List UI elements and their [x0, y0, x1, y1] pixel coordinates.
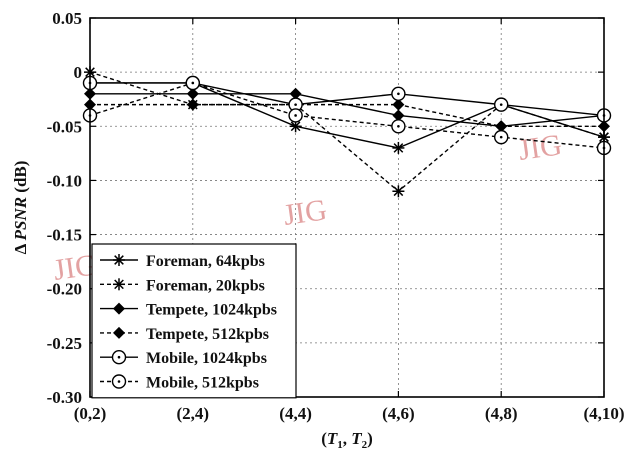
- x-tick-label: (2,4): [177, 404, 210, 423]
- legend-label: Mobile, 512kpbs: [146, 375, 259, 392]
- y-tick-labels: 0.05 0 -0.05 -0.10 -0.15 -0.20 -0.25 -0.30: [47, 9, 82, 407]
- plot-frame: [89, 17, 605, 398]
- x-axis-label: (T1, T2): [321, 429, 373, 451]
- series-line: [90, 93, 605, 127]
- legend-label: Tempete, 512kpbs: [146, 326, 269, 343]
- marker-stroke: [114, 255, 124, 265]
- x-tick-label: (4,4): [279, 404, 312, 423]
- y-tick-label: -0.30: [47, 388, 82, 407]
- marker-circle-dot: [117, 355, 121, 359]
- marker-circle-dot: [397, 92, 400, 96]
- marker-stroke: [290, 121, 301, 132]
- marker-diamond: [186, 87, 199, 100]
- marker-diamond: [495, 120, 508, 133]
- legend-label: Tempete, 1024kpbs: [146, 302, 277, 319]
- series-line: [90, 82, 605, 117]
- y-tick-label: -0.10: [47, 171, 82, 190]
- marker-circle-dot: [191, 81, 195, 85]
- marker-circle-dot: [397, 124, 400, 128]
- x-tick-label: (4,8): [485, 404, 518, 423]
- series-line: [89, 71, 605, 193]
- legend-label: Foreman, 64kpbs: [146, 253, 265, 270]
- y-tick-label: 0.05: [52, 9, 82, 28]
- marker-diamond: [113, 326, 125, 339]
- marker-diamond: [392, 109, 405, 122]
- y-tick-label: 0: [74, 63, 83, 82]
- marker-stroke: [393, 143, 404, 153]
- marker-diamond: [113, 302, 125, 315]
- watermark: JIG: [51, 248, 99, 287]
- marker-star: [392, 185, 405, 198]
- marker-star: [113, 278, 125, 291]
- legend-label: Foreman, 20kpbs: [146, 277, 265, 294]
- x-tick-label: (4,6): [382, 404, 415, 423]
- series-line: [89, 82, 605, 149]
- marker-diamond: [289, 87, 302, 100]
- watermark: JIG: [516, 128, 564, 167]
- x-tick-label: (0,2): [74, 404, 107, 423]
- series-line: [90, 103, 604, 127]
- y-tick-label: -0.25: [47, 334, 82, 353]
- y-tick-label: -0.20: [47, 280, 82, 299]
- marker-stroke: [393, 186, 404, 197]
- marker-diamond: [392, 98, 405, 111]
- marker-circle-dot: [294, 103, 297, 106]
- marker-stroke: [114, 279, 124, 290]
- legend-label: Mobile, 1024kpbs: [146, 350, 267, 367]
- marker-circle-dot: [294, 114, 297, 117]
- marker-star: [113, 254, 125, 266]
- y-axis-label: Δ PSNR (dB): [11, 161, 30, 255]
- x-tick-label: (4,10): [583, 404, 624, 423]
- marker-circle-dot: [499, 135, 503, 139]
- marker-circle-dot: [499, 103, 503, 106]
- watermarks: JIG JIG JIG: [51, 128, 564, 287]
- legend: Foreman, 64kpbs Foreman, 20kpbs Tempete, 1…: [91, 243, 297, 399]
- x-tick-labels: (0,2) (2,4) (4,4) (4,6) (4,8) (4,10): [74, 404, 625, 423]
- y-tick-label: -0.05: [47, 117, 82, 136]
- watermark: JIG: [281, 193, 329, 232]
- marker-diamond: [186, 98, 199, 111]
- marker-circle-dot: [117, 380, 121, 383]
- y-tick-label: -0.15: [47, 226, 82, 245]
- marker-star: [392, 141, 405, 154]
- legend-box: [91, 243, 297, 399]
